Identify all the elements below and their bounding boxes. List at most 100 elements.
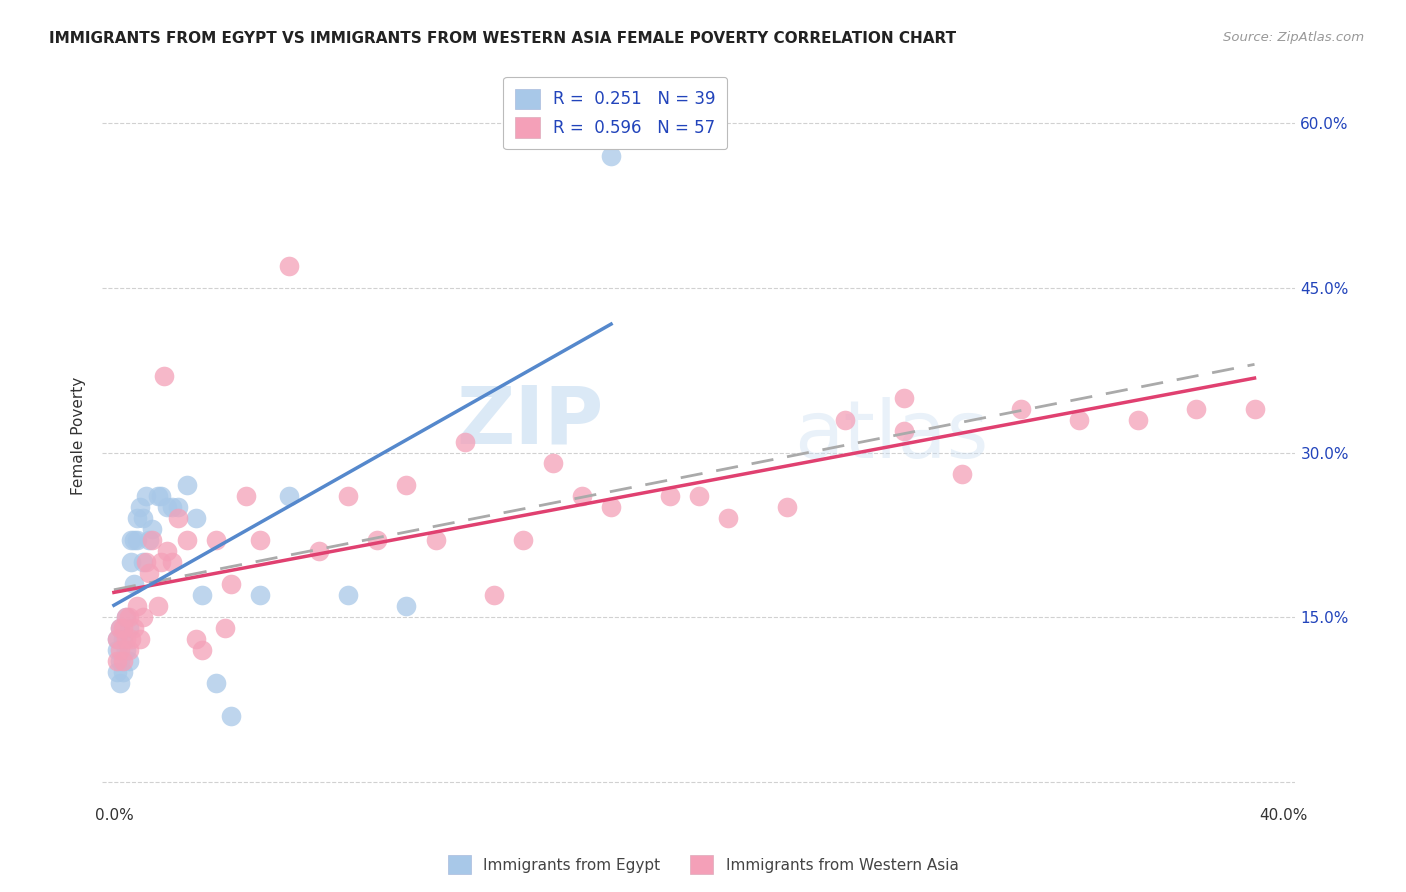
- Point: [132, 555, 155, 569]
- Point: [893, 391, 915, 405]
- Point: [425, 533, 447, 548]
- Legend: Immigrants from Egypt, Immigrants from Western Asia: Immigrants from Egypt, Immigrants from W…: [441, 849, 965, 880]
- Point: [138, 566, 160, 581]
- Point: [162, 500, 184, 515]
- Point: [688, 490, 710, 504]
- Point: [124, 533, 146, 548]
- Point: [278, 490, 301, 504]
- Point: [135, 555, 157, 569]
- Point: [127, 599, 149, 614]
- Point: [105, 643, 128, 657]
- Point: [658, 490, 681, 504]
- Point: [366, 533, 388, 548]
- Point: [1243, 401, 1265, 416]
- Point: [395, 599, 418, 614]
- Text: atlas: atlas: [794, 397, 988, 475]
- Point: [190, 588, 212, 602]
- Point: [105, 654, 128, 668]
- Text: ZIP: ZIP: [456, 383, 603, 460]
- Point: [108, 676, 131, 690]
- Point: [127, 511, 149, 525]
- Point: [214, 621, 236, 635]
- Point: [167, 511, 190, 525]
- Point: [124, 577, 146, 591]
- Point: [117, 654, 139, 668]
- Point: [1067, 412, 1090, 426]
- Point: [950, 467, 973, 482]
- Point: [108, 621, 131, 635]
- Point: [132, 511, 155, 525]
- Point: [249, 533, 271, 548]
- Point: [1185, 401, 1208, 416]
- Point: [149, 555, 172, 569]
- Point: [482, 588, 505, 602]
- Point: [105, 665, 128, 679]
- Point: [117, 610, 139, 624]
- Point: [108, 643, 131, 657]
- Point: [184, 632, 207, 646]
- Point: [893, 424, 915, 438]
- Point: [127, 533, 149, 548]
- Point: [155, 500, 177, 515]
- Point: [571, 490, 593, 504]
- Point: [278, 259, 301, 273]
- Point: [1010, 401, 1032, 416]
- Point: [249, 588, 271, 602]
- Point: [308, 544, 330, 558]
- Point: [120, 555, 142, 569]
- Point: [336, 588, 359, 602]
- Point: [512, 533, 534, 548]
- Point: [111, 654, 134, 668]
- Point: [138, 533, 160, 548]
- Point: [114, 610, 136, 624]
- Text: Source: ZipAtlas.com: Source: ZipAtlas.com: [1223, 31, 1364, 45]
- Point: [117, 643, 139, 657]
- Point: [167, 500, 190, 515]
- Point: [184, 511, 207, 525]
- Point: [146, 599, 169, 614]
- Point: [114, 643, 136, 657]
- Point: [141, 522, 163, 536]
- Point: [834, 412, 856, 426]
- Point: [120, 533, 142, 548]
- Point: [108, 621, 131, 635]
- Point: [541, 457, 564, 471]
- Y-axis label: Female Poverty: Female Poverty: [72, 377, 86, 495]
- Point: [129, 500, 152, 515]
- Point: [454, 434, 477, 449]
- Legend: R =  0.251   N = 39, R =  0.596   N = 57: R = 0.251 N = 39, R = 0.596 N = 57: [503, 77, 727, 149]
- Point: [120, 632, 142, 646]
- Point: [235, 490, 257, 504]
- Point: [111, 665, 134, 679]
- Point: [114, 610, 136, 624]
- Point: [129, 632, 152, 646]
- Point: [149, 490, 172, 504]
- Point: [141, 533, 163, 548]
- Point: [111, 632, 134, 646]
- Point: [135, 490, 157, 504]
- Point: [146, 490, 169, 504]
- Point: [190, 643, 212, 657]
- Point: [162, 555, 184, 569]
- Text: IMMIGRANTS FROM EGYPT VS IMMIGRANTS FROM WESTERN ASIA FEMALE POVERTY CORRELATION: IMMIGRANTS FROM EGYPT VS IMMIGRANTS FROM…: [49, 31, 956, 46]
- Point: [152, 368, 174, 383]
- Point: [105, 632, 128, 646]
- Point: [132, 610, 155, 624]
- Point: [395, 478, 418, 492]
- Point: [176, 533, 198, 548]
- Point: [124, 621, 146, 635]
- Point: [111, 621, 134, 635]
- Point: [1126, 412, 1149, 426]
- Point: [775, 500, 797, 515]
- Point: [600, 149, 623, 163]
- Point: [336, 490, 359, 504]
- Point: [176, 478, 198, 492]
- Point: [205, 533, 228, 548]
- Point: [117, 621, 139, 635]
- Point: [219, 709, 242, 723]
- Point: [600, 500, 623, 515]
- Point: [219, 577, 242, 591]
- Point: [114, 632, 136, 646]
- Point: [155, 544, 177, 558]
- Point: [717, 511, 740, 525]
